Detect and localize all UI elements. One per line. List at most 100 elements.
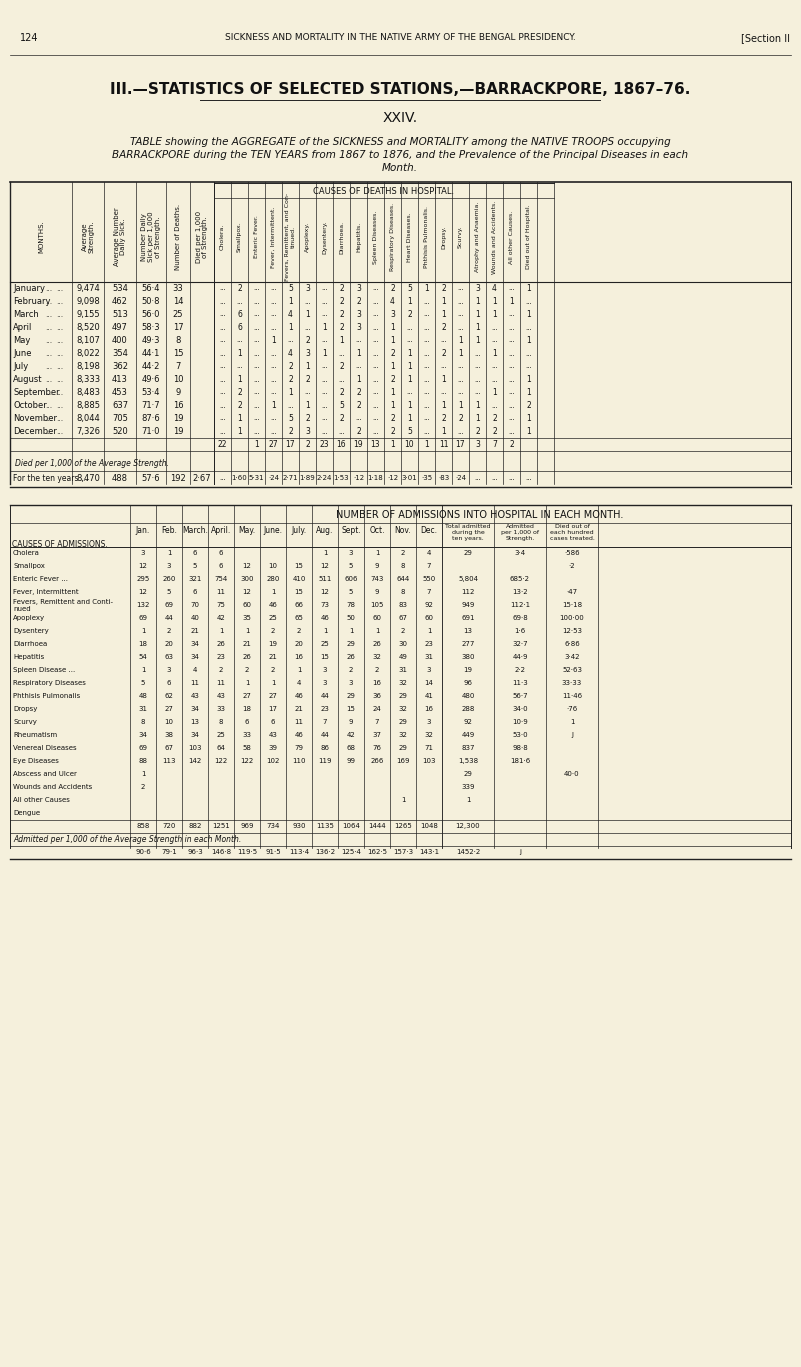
Text: J: J: [571, 731, 573, 738]
Text: 8,885: 8,885: [76, 401, 100, 410]
Text: Dropsy: Dropsy: [13, 705, 38, 712]
Text: 9,098: 9,098: [76, 297, 100, 306]
Text: CAUSES OF ADMISSIONS.: CAUSES OF ADMISSIONS.: [12, 540, 108, 550]
Text: 1: 1: [305, 310, 310, 319]
Text: 400: 400: [112, 336, 128, 344]
Text: MONTHS.: MONTHS.: [38, 220, 44, 253]
Text: ...: ...: [525, 298, 532, 305]
Text: 1: 1: [237, 427, 242, 436]
Text: 1: 1: [254, 440, 259, 448]
Text: ...: ...: [508, 324, 515, 331]
Text: Average Number
Daily Sick.: Average Number Daily Sick.: [114, 208, 127, 267]
Text: 19: 19: [173, 427, 183, 436]
Text: 511: 511: [318, 576, 332, 582]
Text: 1: 1: [407, 375, 412, 384]
Text: 53·0: 53·0: [512, 731, 528, 738]
Text: ...: ...: [219, 312, 226, 317]
Text: Wounds and Accidents: Wounds and Accidents: [13, 785, 92, 790]
Text: [Section II: [Section II: [741, 33, 790, 42]
Text: 64: 64: [216, 745, 225, 750]
Text: 4: 4: [297, 679, 301, 686]
Text: 65: 65: [295, 615, 304, 621]
Text: ...: ...: [270, 416, 277, 421]
Text: 10·9: 10·9: [512, 719, 528, 725]
Text: ...: ...: [457, 286, 464, 291]
Text: 75: 75: [216, 601, 225, 608]
Text: ...: ...: [525, 364, 532, 369]
Text: 70: 70: [191, 601, 199, 608]
Text: 6: 6: [219, 550, 223, 556]
Text: 9: 9: [375, 563, 379, 569]
Text: 11·46: 11·46: [562, 693, 582, 699]
Text: 1: 1: [390, 336, 395, 344]
Text: 8: 8: [219, 719, 223, 725]
Text: 29: 29: [464, 771, 473, 776]
Text: 1: 1: [141, 627, 145, 634]
Text: ...: ...: [338, 428, 345, 435]
Text: Jan.: Jan.: [136, 526, 150, 534]
Text: 112·1: 112·1: [510, 601, 530, 608]
Text: 32: 32: [399, 705, 408, 712]
Text: ...: ...: [56, 362, 63, 370]
Text: 143·1: 143·1: [419, 849, 439, 854]
Text: May.: May.: [239, 526, 256, 534]
Text: 2: 2: [339, 323, 344, 332]
Text: Aug.: Aug.: [316, 526, 334, 534]
Text: 9: 9: [175, 388, 180, 396]
Text: 6: 6: [245, 719, 249, 725]
Text: 40: 40: [191, 615, 199, 621]
Text: ...: ...: [355, 338, 362, 343]
Text: 1: 1: [219, 627, 223, 634]
Text: 8,107: 8,107: [76, 336, 100, 344]
Text: 362: 362: [112, 362, 128, 370]
Text: 1: 1: [441, 375, 446, 384]
Text: Number of Deaths.: Number of Deaths.: [175, 204, 181, 271]
Text: 1: 1: [492, 310, 497, 319]
Text: ...: ...: [56, 284, 63, 293]
Text: Died out of Hospital.: Died out of Hospital.: [526, 205, 531, 269]
Text: ...: ...: [270, 428, 277, 435]
Text: 1: 1: [458, 401, 463, 410]
Text: ...: ...: [287, 338, 294, 343]
Text: ...: ...: [253, 350, 260, 357]
Text: ...: ...: [45, 349, 52, 358]
Text: 19: 19: [268, 641, 277, 647]
Text: 15: 15: [347, 705, 356, 712]
Text: 1048: 1048: [420, 823, 438, 828]
Text: 1064: 1064: [342, 823, 360, 828]
Text: ...: ...: [253, 428, 260, 435]
Text: 1: 1: [390, 323, 395, 332]
Text: 20: 20: [164, 641, 174, 647]
Text: 2: 2: [441, 349, 446, 358]
Text: 2: 2: [288, 362, 293, 370]
Text: ...: ...: [321, 416, 328, 421]
Text: 71: 71: [425, 745, 433, 750]
Text: ...: ...: [304, 298, 311, 305]
Text: 1: 1: [237, 349, 242, 358]
Text: 1: 1: [465, 797, 470, 802]
Text: ...: ...: [457, 376, 464, 383]
Text: ...: ...: [236, 364, 243, 369]
Text: 15: 15: [320, 653, 329, 660]
Text: 87·6: 87·6: [142, 414, 160, 422]
Text: 86: 86: [320, 745, 329, 750]
Text: 1: 1: [570, 719, 574, 725]
Text: 44·9: 44·9: [513, 653, 528, 660]
Text: ...: ...: [236, 338, 243, 343]
Text: 16: 16: [336, 440, 346, 448]
Text: 1265: 1265: [394, 823, 412, 828]
Text: 1: 1: [526, 284, 531, 293]
Text: 103: 103: [422, 757, 436, 764]
Text: Admitted per 1,000 of the Average Strength in each Month.: Admitted per 1,000 of the Average Streng…: [13, 834, 241, 843]
Text: 380: 380: [461, 653, 475, 660]
Text: ...: ...: [491, 364, 498, 369]
Text: ...: ...: [45, 310, 52, 319]
Text: 5·31: 5·31: [248, 476, 264, 481]
Text: ...: ...: [338, 350, 345, 357]
Text: 32: 32: [425, 731, 433, 738]
Text: 1: 1: [458, 349, 463, 358]
Text: ...: ...: [474, 376, 481, 383]
Text: 34·0: 34·0: [512, 705, 528, 712]
Text: 5: 5: [193, 563, 197, 569]
Text: 5: 5: [288, 414, 293, 422]
